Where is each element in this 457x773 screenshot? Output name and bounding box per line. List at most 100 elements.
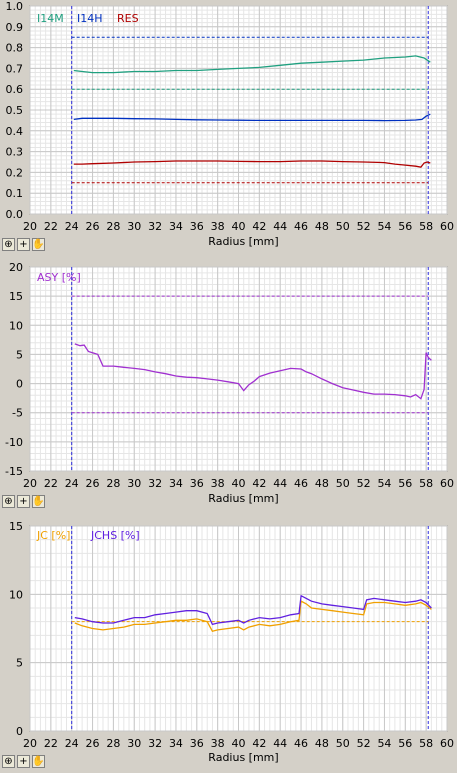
zoom-icon[interactable]: ⊕ <box>2 495 15 508</box>
x-tick-label: 36 <box>190 477 204 490</box>
series-line <box>73 160 431 168</box>
x-tick-label: 34 <box>169 477 183 490</box>
x-tick-label: 28 <box>106 737 120 750</box>
zoom-icon[interactable]: ⊕ <box>2 238 15 251</box>
x-tick-label: 56 <box>398 477 412 490</box>
chart-panel-asymmetry: 20 22 24 26 28 30 32 34 36 38 40 42 44 46 48 50 52 54 56 58… <box>0 257 457 515</box>
chart-toolbar-3: ⊕ + ✋ <box>2 755 45 769</box>
x-tick-label: 58 <box>419 220 433 233</box>
x-tick-label: 52 <box>357 737 371 750</box>
x-axis-label: Radius [mm] <box>208 751 278 764</box>
zoom-icon[interactable]: ⊕ <box>2 755 15 768</box>
legend-entry: ASY [%] <box>37 271 81 284</box>
x-tick-label: 58 <box>419 737 433 750</box>
y-tick-label: 1.0 <box>6 0 24 13</box>
series-line <box>74 600 432 632</box>
y-tick-label: 10 <box>9 588 23 601</box>
x-tick-label: 26 <box>86 220 100 233</box>
legend-entry: JC [%] <box>36 529 70 542</box>
x-tick-label: 52 <box>357 477 371 490</box>
y-tick-label: 0.8 <box>6 42 24 55</box>
x-tick-label: 48 <box>315 737 329 750</box>
y-tick-label: 20 <box>9 261 23 274</box>
x-tick-label: 26 <box>86 737 100 750</box>
x-tick-label: 44 <box>273 737 287 750</box>
x-tick-label: 20 <box>23 220 37 233</box>
y-tick-label: 0.5 <box>6 104 24 117</box>
x-tick-label: 44 <box>273 220 287 233</box>
plus-icon[interactable]: + <box>17 238 30 251</box>
chart-toolbar-1: ⊕ + ✋ <box>2 238 45 252</box>
x-tick-label: 36 <box>190 220 204 233</box>
x-axis-label: Radius [mm] <box>208 492 278 505</box>
x-tick-label: 38 <box>211 737 225 750</box>
x-tick-label: 46 <box>294 220 308 233</box>
plus-icon[interactable]: + <box>17 495 30 508</box>
x-tick-label: 20 <box>23 477 37 490</box>
legend-entry: JCHS [%] <box>90 529 140 542</box>
x-tick-label: 60 <box>440 477 454 490</box>
y-tick-label: 0.9 <box>6 21 24 34</box>
x-tick-label: 50 <box>336 737 350 750</box>
x-tick-label: 54 <box>377 737 391 750</box>
hand-icon[interactable]: ✋ <box>32 495 45 508</box>
y-tick-label: 0.3 <box>6 146 24 159</box>
asymmetry-chart: 20 22 24 26 28 30 32 34 36 38 40 42 44 46 48 50 52 54 56 58… <box>5 261 454 505</box>
x-tick-label: 34 <box>169 220 183 233</box>
series-line <box>74 594 432 626</box>
chart-panel-jitter: 20 22 24 26 28 30 32 34 36 38 40 42 44 46 48 50 52 54 56 58… <box>0 515 457 773</box>
y-tick-label: -5 <box>12 407 23 420</box>
x-tick-label: 46 <box>294 737 308 750</box>
x-tick-label: 28 <box>106 220 120 233</box>
x-tick-label: 56 <box>398 737 412 750</box>
x-tick-label: 26 <box>86 477 100 490</box>
x-tick-label: 24 <box>65 737 79 750</box>
intensity-chart: 20 22 24 26 28 30 32 34 36 38 40 42 44 46 48 50 52 54 56 58… <box>6 0 455 248</box>
x-tick-label: 60 <box>440 220 454 233</box>
x-tick-label: 40 <box>232 737 246 750</box>
y-tick-label: 0.0 <box>6 208 24 221</box>
x-tick-label: 32 <box>148 737 162 750</box>
x-tick-label: 22 <box>44 220 58 233</box>
plus-icon[interactable]: + <box>17 755 30 768</box>
x-tick-label: 32 <box>148 477 162 490</box>
x-tick-label: 24 <box>65 477 79 490</box>
x-tick-label: 24 <box>65 220 79 233</box>
y-tick-label: 0.4 <box>6 125 24 138</box>
x-tick-label: 50 <box>336 477 350 490</box>
x-tick-label: 54 <box>377 220 391 233</box>
x-tick-label: 42 <box>252 220 266 233</box>
series-line <box>73 113 431 122</box>
x-tick-label: 44 <box>273 477 287 490</box>
x-tick-label: 50 <box>336 220 350 233</box>
y-tick-label: 0.1 <box>6 187 24 200</box>
x-tick-label: 28 <box>106 477 120 490</box>
y-tick-label: 5 <box>16 657 23 670</box>
y-tick-label: -15 <box>5 465 23 478</box>
x-tick-label: 40 <box>232 477 246 490</box>
x-tick-label: 60 <box>440 737 454 750</box>
x-tick-label: 30 <box>127 220 141 233</box>
y-tick-label: 0 <box>16 725 23 738</box>
hand-icon[interactable]: ✋ <box>32 238 45 251</box>
y-tick-label: 15 <box>9 290 23 303</box>
x-tick-label: 34 <box>169 737 183 750</box>
x-tick-label: 54 <box>377 477 391 490</box>
x-tick-label: 20 <box>23 737 37 750</box>
x-tick-label: 32 <box>148 220 162 233</box>
x-tick-label: 42 <box>252 737 266 750</box>
y-tick-label: 0.6 <box>6 83 24 96</box>
x-tick-label: 58 <box>419 477 433 490</box>
x-tick-label: 22 <box>44 737 58 750</box>
x-axis-label: Radius [mm] <box>208 235 278 248</box>
y-tick-label: -10 <box>5 436 23 449</box>
x-tick-label: 36 <box>190 737 204 750</box>
legend-entry: I14M <box>37 12 64 25</box>
series-line <box>74 343 432 400</box>
x-tick-label: 38 <box>211 220 225 233</box>
hand-icon[interactable]: ✋ <box>32 755 45 768</box>
x-tick-label: 30 <box>127 737 141 750</box>
x-tick-label: 42 <box>252 477 266 490</box>
x-tick-label: 40 <box>232 220 246 233</box>
x-tick-label: 48 <box>315 477 329 490</box>
